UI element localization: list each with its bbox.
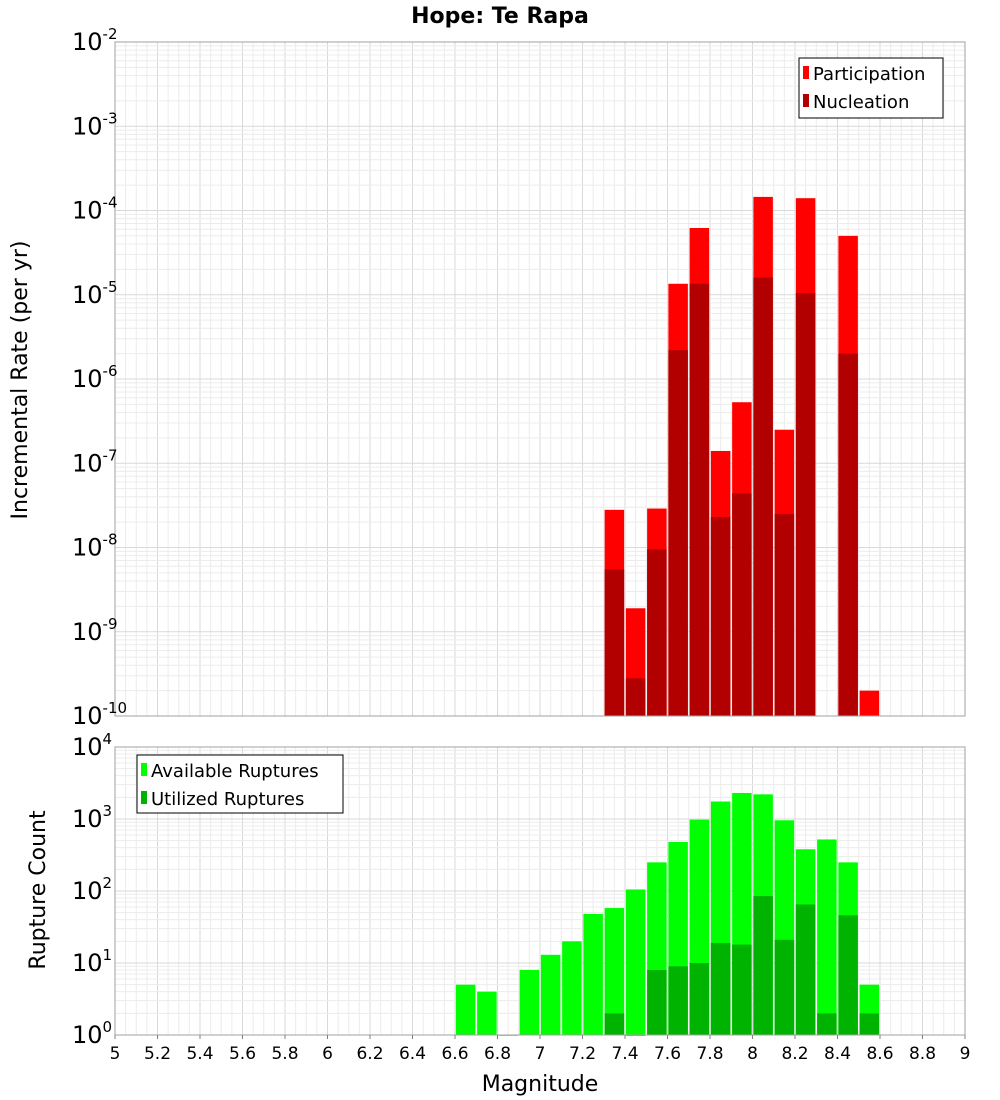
bottom-y-axis-label: Rupture Count (26, 810, 51, 970)
bottom-bar-series1 (519, 969, 540, 1035)
x-tick-label: 7.8 (696, 1044, 723, 1064)
x-tick-label: 6.8 (484, 1044, 511, 1064)
x-tick-label: 6.4 (399, 1044, 426, 1064)
top-legend-label: Participation (813, 64, 925, 85)
top-bar-series2 (795, 292, 816, 716)
bottom-bar-series1 (625, 889, 646, 1035)
top-y-tick-label: 10-8 (72, 531, 118, 562)
bottom-legend-box (136, 754, 344, 814)
top-y-tick-label: 10-4 (72, 194, 118, 225)
bottom-bar-series1 (455, 984, 476, 1035)
bottom-bar-series2 (604, 1013, 625, 1035)
bottom-legend-label: Utilized Ruptures (151, 789, 304, 810)
bottom-bar-series2 (647, 969, 667, 1035)
x-tick-label: 8 (747, 1044, 758, 1064)
bottom-bar-series1 (540, 954, 561, 1035)
bottom-bar-series1 (477, 991, 497, 1035)
top-bar-series2 (753, 277, 773, 716)
x-tick-label: 8.4 (824, 1044, 851, 1064)
x-tick-label: 5.8 (271, 1044, 298, 1064)
top-y-tick-label: 10-5 (72, 278, 118, 309)
top-y-tick-label: 10-2 (72, 25, 118, 56)
x-tick-label: 6.6 (441, 1044, 468, 1064)
x-tick-label: 8.8 (909, 1044, 936, 1064)
bottom-y-tick-label: 103 (72, 802, 112, 833)
x-tick-label: 6.2 (356, 1044, 383, 1064)
x-tick-label: 8.6 (866, 1044, 893, 1064)
top-bar-series2 (710, 517, 731, 716)
x-tick-label: 9 (960, 1044, 971, 1064)
top-legend-box (798, 57, 944, 119)
bottom-bar-series1 (604, 908, 625, 1035)
top-legend-label: Nucleation (813, 92, 909, 113)
top-bar-series2 (774, 513, 795, 716)
top-bar-series1 (859, 690, 880, 716)
bottom-y-tick-label: 101 (72, 946, 112, 977)
top-bar-series2 (625, 678, 646, 716)
bottom-bar-series2 (859, 1013, 880, 1035)
top-legend-swatch (803, 94, 809, 107)
bottom-bar-series2 (710, 942, 731, 1035)
top-legend-swatch (803, 66, 809, 79)
bottom-bar-series2 (817, 1013, 837, 1035)
bottom-legend-swatch (141, 791, 147, 804)
bottom-bar-series2 (774, 939, 795, 1035)
bottom-y-tick-label: 104 (72, 730, 112, 761)
top-bar-series2 (604, 569, 625, 716)
top-bar-series2 (689, 283, 710, 716)
x-tick-label: 5.4 (186, 1044, 213, 1064)
x-tick-label: 7.2 (569, 1044, 596, 1064)
bottom-bar-series2 (668, 966, 688, 1035)
bottom-bar-series2 (732, 944, 752, 1035)
top-y-tick-label: 10-3 (72, 109, 118, 140)
top-y-tick-label: 10-10 (72, 699, 127, 730)
top-bar-series2 (647, 549, 667, 716)
top-y-axis-label: Incremental Rate (per yr) (8, 241, 33, 520)
top-plot-frame (114, 41, 966, 717)
x-tick-label: 7.6 (654, 1044, 681, 1064)
bottom-legend-label: Available Ruptures (151, 761, 319, 782)
x-tick-label: 8.2 (781, 1044, 808, 1064)
bottom-y-tick-label: 100 (72, 1018, 112, 1049)
bottom-legend-swatch (141, 763, 147, 776)
top-y-tick-label: 10-9 (72, 615, 118, 646)
bottom-bar-series2 (689, 963, 710, 1035)
bottom-bar-series1 (562, 941, 582, 1035)
top-bar-series2 (838, 353, 858, 716)
top-y-tick-label: 10-7 (72, 446, 118, 477)
x-tick-label: 6 (322, 1044, 333, 1064)
bottom-bar-series2 (838, 915, 858, 1035)
bottom-bar-series1 (817, 839, 837, 1035)
x-tick-label: 7 (535, 1044, 546, 1064)
bottom-bar-series1 (583, 913, 603, 1035)
x-axis-label: Magnitude (482, 1072, 599, 1097)
top-bar-series2 (668, 350, 688, 716)
x-tick-label: 5.2 (144, 1044, 171, 1064)
x-tick-label: 5 (110, 1044, 121, 1064)
top-bar-series2 (732, 493, 752, 716)
bottom-bar-series2 (795, 904, 816, 1035)
x-tick-label: 5.6 (229, 1044, 256, 1064)
chart-title: Hope: Te Rapa (411, 4, 589, 29)
x-tick-label: 7.4 (611, 1044, 638, 1064)
bottom-y-tick-label: 102 (72, 874, 112, 905)
bottom-bar-series2 (753, 896, 773, 1035)
top-y-tick-label: 10-6 (72, 362, 118, 393)
